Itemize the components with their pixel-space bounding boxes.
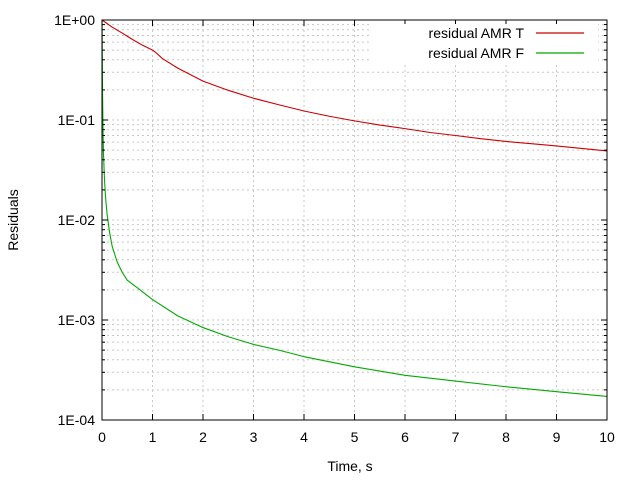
legend-label-residual-amr-f: residual AMR F <box>428 45 524 61</box>
plot-series <box>101 19 608 397</box>
y-tick-label: 1E-04 <box>58 412 96 428</box>
series-line-residual-amr-t <box>101 19 608 152</box>
axis-ticks: 0 1 2 3 4 5 6 7 8 9 10 1E+00 1E-01 1E-02 1E-03 1E-04 <box>54 12 615 445</box>
x-tick-label: 0 <box>98 429 106 445</box>
x-tick-label: 1 <box>149 429 157 445</box>
y-tick-label: 1E+00 <box>54 12 95 28</box>
x-tick-label: 5 <box>351 429 359 445</box>
legend-label-residual-amr-t: residual AMR T <box>429 25 525 41</box>
legend-background <box>372 24 598 65</box>
y-axis-label: Residuals <box>5 189 21 250</box>
series-line-residual-amr-f <box>101 19 608 397</box>
y-tick-label: 1E-03 <box>58 312 96 328</box>
x-axis-label: Time, s <box>327 458 372 474</box>
x-tick-label: 9 <box>553 429 561 445</box>
x-tick-label: 3 <box>250 429 258 445</box>
x-tick-label: 2 <box>199 429 207 445</box>
y-tick-label: 1E-01 <box>58 112 96 128</box>
grid <box>102 20 607 420</box>
legend: residual AMR T residual AMR F <box>372 24 598 65</box>
x-tick-label: 8 <box>502 429 510 445</box>
x-tick-label: 7 <box>452 429 460 445</box>
y-tick-label: 1E-02 <box>58 212 96 228</box>
x-tick-label: 10 <box>599 429 615 445</box>
x-tick-label: 4 <box>300 429 308 445</box>
x-tick-label: 6 <box>401 429 409 445</box>
